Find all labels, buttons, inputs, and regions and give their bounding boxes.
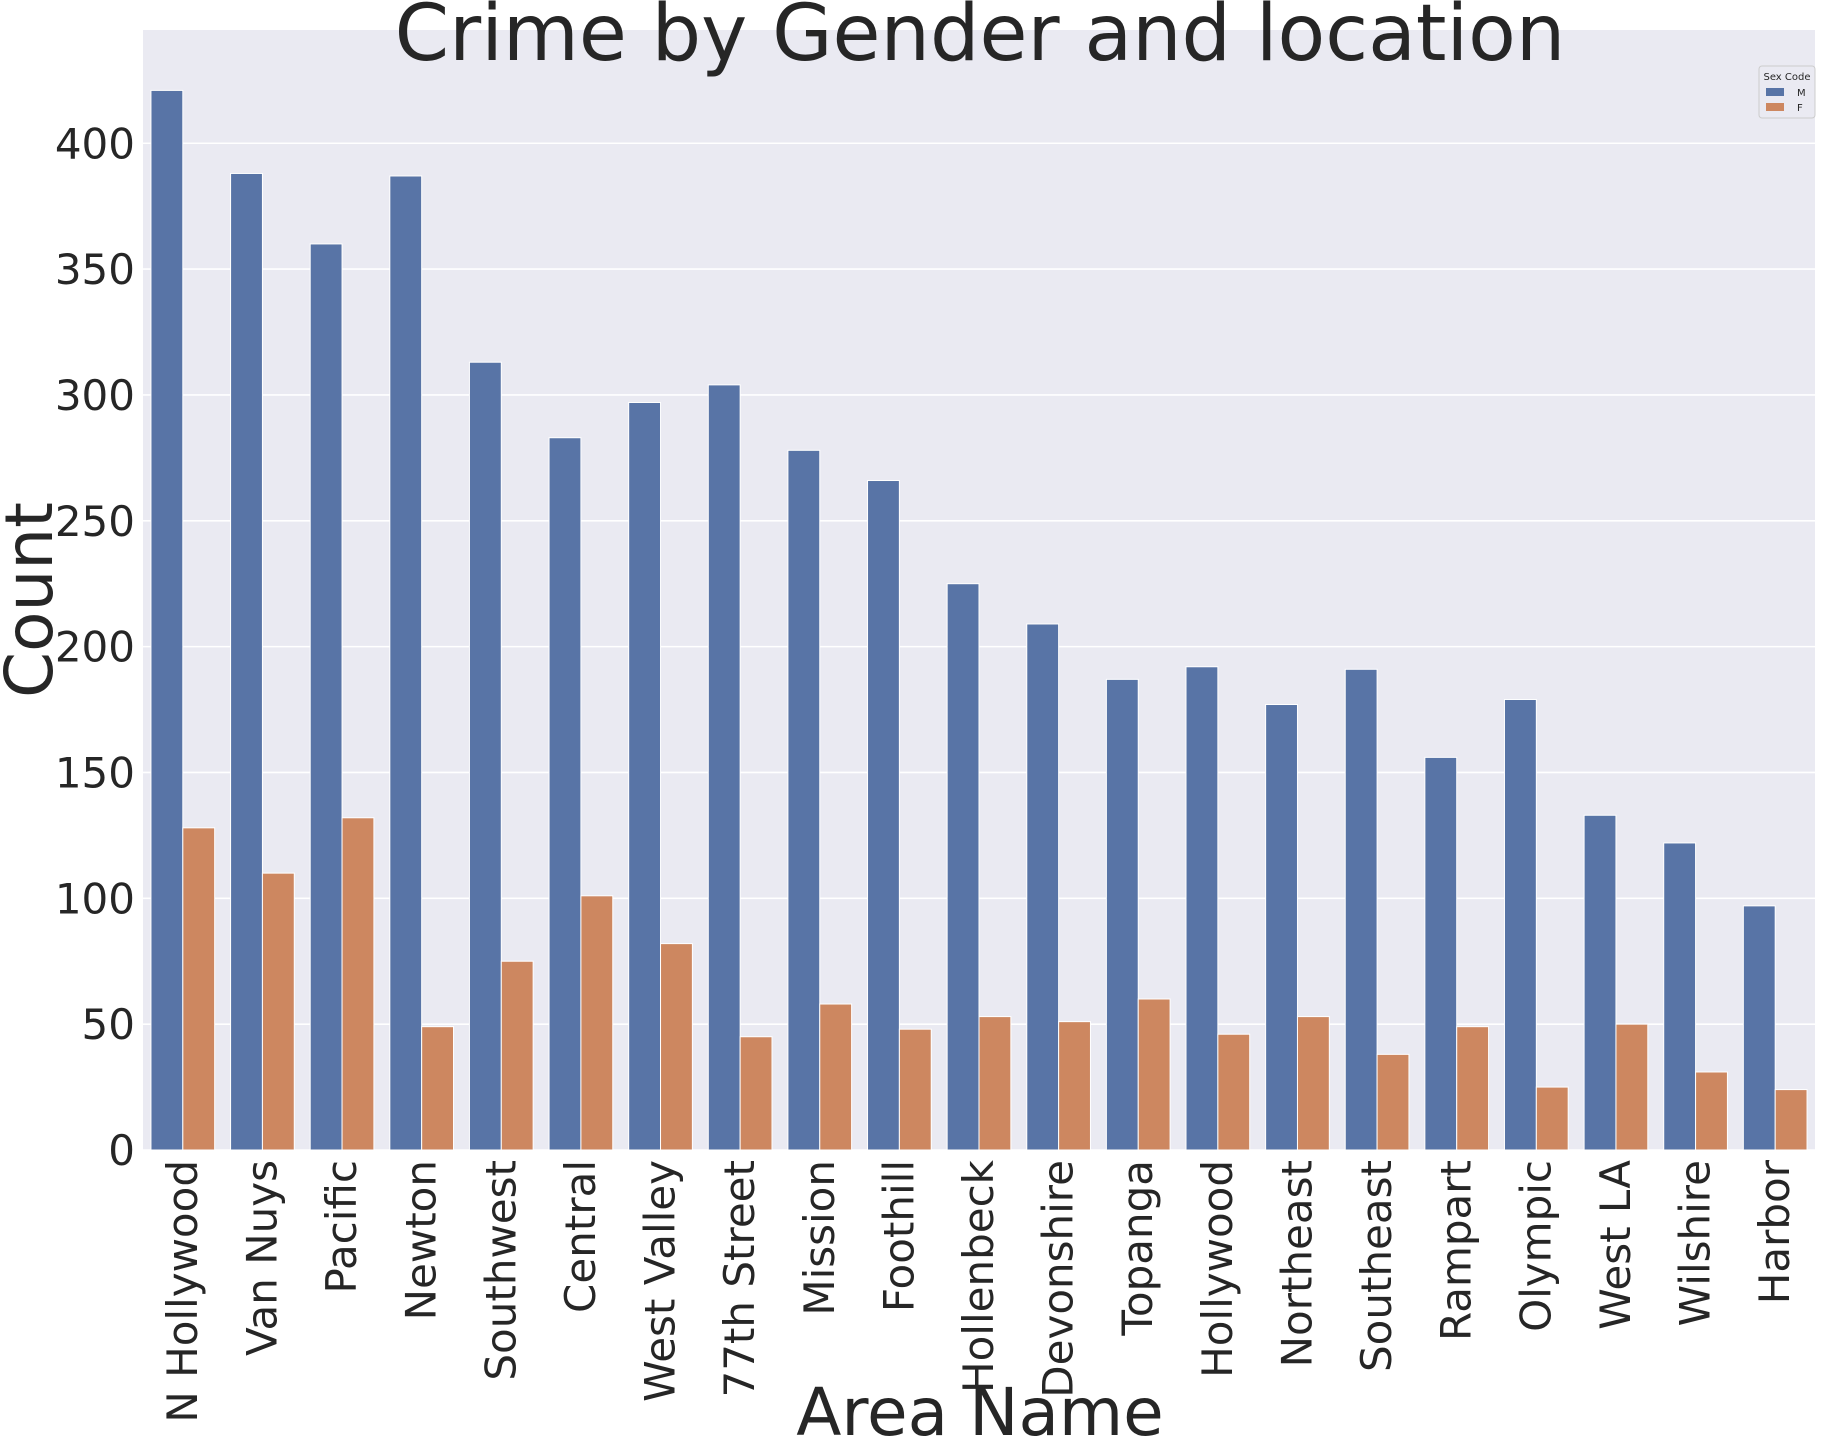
bar-m-wilshire: [1663, 842, 1697, 1151]
legend-title: Sex Code: [1763, 72, 1810, 83]
x-tick-label: Hollywood: [1193, 1160, 1242, 1378]
bar-m-topanga: [1105, 678, 1139, 1151]
bar-m-olympic: [1503, 698, 1537, 1151]
x-tick-label: West Valley: [636, 1160, 685, 1402]
x-tick-label: 77th Street: [715, 1160, 764, 1398]
bar-m-newton: [389, 175, 423, 1151]
bar-f-northeast: [1296, 1016, 1330, 1151]
bar-m-west-valley: [628, 401, 662, 1151]
x-tick-label: Southwest: [476, 1160, 525, 1381]
bar-f-central: [580, 895, 614, 1151]
y-tick-label: 350: [55, 245, 135, 294]
y-tick-label: 100: [55, 874, 135, 923]
bar-m-rampart: [1424, 756, 1458, 1151]
bar-f-harbor: [1774, 1089, 1808, 1151]
bar-f-west-la: [1615, 1023, 1649, 1151]
bar-m-west-la: [1583, 814, 1617, 1151]
x-tick-label: Harbor: [1750, 1159, 1799, 1304]
bar-f-southeast: [1376, 1053, 1410, 1151]
x-tick-label: Pacific: [317, 1160, 366, 1294]
bar-f-west-valley: [660, 943, 693, 1151]
x-tick-label: Newton: [397, 1160, 446, 1320]
bar-m-southeast: [1344, 668, 1378, 1151]
bar-m-harbor: [1742, 905, 1776, 1151]
bar-m-van-nuys: [230, 172, 263, 1151]
bar-f-topanga: [1137, 998, 1171, 1151]
x-tick-label: Wilshire: [1671, 1160, 1720, 1326]
x-tick-label: Mission: [795, 1160, 844, 1316]
bar-f-pacific: [341, 817, 375, 1151]
y-tick-label: 200: [55, 623, 135, 672]
y-tick-label: 400: [55, 119, 135, 168]
x-tick-label: Rampart: [1432, 1160, 1481, 1341]
bar-f-wilshire: [1695, 1071, 1728, 1151]
bar-f-newton: [421, 1026, 455, 1151]
x-tick-label: Northeast: [1272, 1160, 1321, 1367]
chart-title: Crime by Gender and location: [395, 0, 1566, 79]
bar-f-n-hollywood: [182, 827, 216, 1151]
bar-f-77th-street: [739, 1036, 773, 1151]
x-tick-label: Southeast: [1352, 1160, 1401, 1372]
x-tick-label: Van Nuys: [237, 1160, 286, 1356]
x-tick-label: Foothill: [874, 1160, 923, 1312]
x-tick-labels: N Hollywood Van Nuys Pacific Newton Southwes…: [158, 1159, 1799, 1422]
bar-f-hollenbeck: [978, 1016, 1012, 1151]
bar-m-devonshire: [1026, 623, 1060, 1151]
x-axis-title: Area Name: [796, 1374, 1164, 1451]
x-tick-label: N Hollywood: [158, 1160, 207, 1423]
y-tick-label: 250: [55, 497, 135, 546]
bar-m-pacific: [309, 243, 343, 1151]
bar-m-hollywood: [1185, 666, 1219, 1151]
bar-m-northeast: [1265, 704, 1298, 1151]
bar-f-devonshire: [1058, 1021, 1091, 1151]
bar-m-n-hollywood: [150, 89, 184, 1151]
bar-f-rampart: [1456, 1026, 1490, 1151]
bar-m-77th-street: [707, 384, 741, 1151]
x-tick-label: Topanga: [1113, 1160, 1162, 1337]
bar-f-olympic: [1535, 1086, 1569, 1151]
bar-f-hollywood: [1217, 1033, 1251, 1151]
bar-m-foothill: [867, 480, 900, 1151]
bar-m-southwest: [468, 361, 502, 1151]
bar-f-mission: [819, 1003, 853, 1151]
y-tick-label: 0: [108, 1126, 135, 1175]
legend-label-f: F: [1797, 103, 1803, 114]
bar-f-southwest: [500, 960, 534, 1151]
legend-swatch-f: [1766, 103, 1784, 111]
x-tick-label: Central: [556, 1160, 605, 1313]
x-tick-label: West LA: [1591, 1160, 1640, 1330]
legend-swatch-m: [1766, 88, 1784, 96]
x-tick-label: Hollenbeck: [954, 1159, 1003, 1393]
bars: [150, 89, 1808, 1151]
x-tick-label: Devonshire: [1034, 1160, 1083, 1398]
legend: Sex Code M F: [1758, 65, 1816, 119]
y-tick-labels: 0 50 100 150 200 250 300 350 400: [55, 119, 135, 1175]
bar-f-foothill: [898, 1028, 932, 1151]
y-tick-label: 150: [55, 748, 135, 797]
bar-m-central: [548, 437, 582, 1151]
bar-f-van-nuys: [261, 872, 295, 1151]
y-tick-label: 300: [55, 371, 135, 420]
x-tick-label: Olympic: [1511, 1160, 1560, 1332]
legend-label-m: M: [1797, 88, 1806, 99]
y-axis-title: Count: [0, 502, 68, 698]
y-tick-label: 50: [82, 1000, 135, 1049]
bar-m-hollenbeck: [946, 583, 980, 1151]
bar-m-mission: [787, 449, 821, 1151]
